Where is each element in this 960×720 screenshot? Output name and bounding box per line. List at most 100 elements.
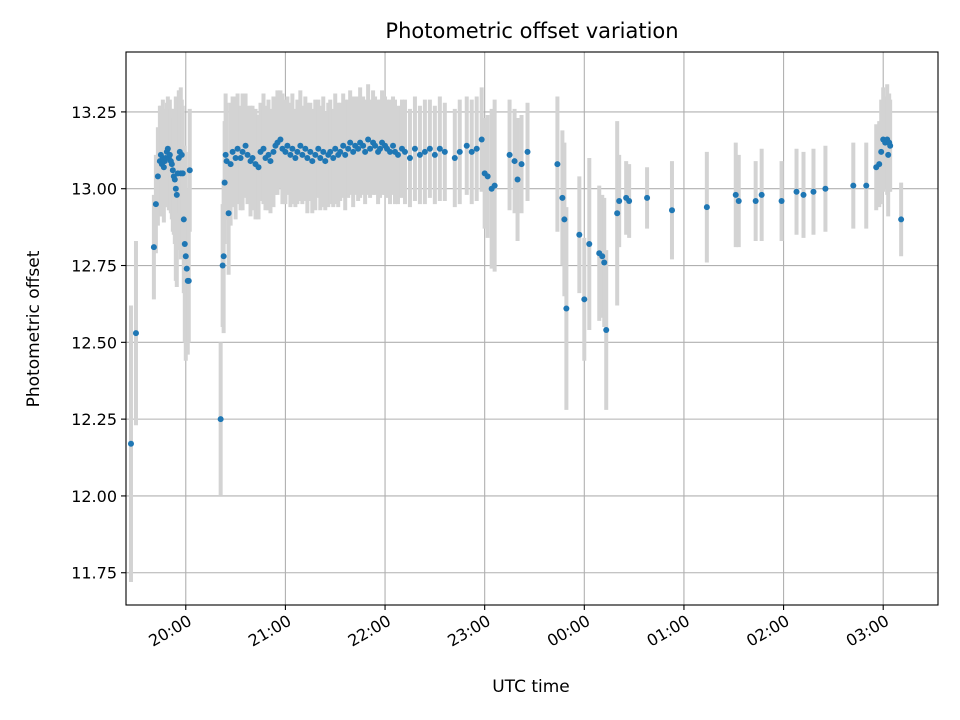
data-point bbox=[365, 136, 372, 143]
data-point bbox=[292, 154, 299, 161]
data-point bbox=[626, 198, 633, 205]
data-point bbox=[127, 440, 134, 447]
y-tick-label: 12.75 bbox=[71, 257, 117, 276]
data-point bbox=[234, 145, 241, 152]
data-point bbox=[451, 154, 458, 161]
data-point bbox=[822, 185, 829, 192]
data-point bbox=[219, 262, 226, 269]
data-point bbox=[302, 145, 309, 152]
data-point bbox=[183, 265, 190, 272]
data-point bbox=[312, 151, 319, 158]
data-point bbox=[332, 145, 339, 152]
data-point bbox=[173, 191, 180, 198]
data-point bbox=[463, 142, 470, 149]
data-point bbox=[166, 151, 173, 158]
data-point bbox=[793, 188, 800, 195]
data-point bbox=[559, 194, 566, 201]
data-point bbox=[317, 154, 324, 161]
data-points bbox=[127, 136, 905, 447]
data-point bbox=[360, 142, 367, 149]
data-point bbox=[222, 151, 229, 158]
y-tick-label: 13.00 bbox=[71, 180, 117, 199]
data-point bbox=[239, 148, 246, 155]
data-point bbox=[431, 151, 438, 158]
data-point bbox=[377, 145, 384, 152]
data-point bbox=[416, 151, 423, 158]
data-point bbox=[345, 145, 352, 152]
data-point bbox=[152, 201, 159, 208]
data-point bbox=[601, 259, 608, 266]
data-point bbox=[484, 173, 491, 180]
y-axis-label: Photometric offset bbox=[24, 250, 44, 407]
data-point bbox=[342, 151, 349, 158]
data-point bbox=[491, 182, 498, 189]
data-point bbox=[289, 145, 296, 152]
data-point bbox=[468, 148, 475, 155]
data-point bbox=[876, 161, 883, 168]
data-point bbox=[267, 158, 274, 165]
data-point bbox=[309, 158, 316, 165]
data-point bbox=[169, 167, 176, 174]
y-tick-label: 11.75 bbox=[71, 564, 117, 583]
data-point bbox=[511, 158, 518, 165]
data-point bbox=[304, 154, 311, 161]
data-point bbox=[154, 173, 161, 180]
data-point bbox=[232, 154, 239, 161]
data-point bbox=[703, 204, 710, 211]
data-point bbox=[599, 253, 606, 260]
data-point bbox=[217, 416, 224, 423]
data-point bbox=[237, 154, 244, 161]
data-point bbox=[181, 241, 188, 248]
data-point bbox=[320, 148, 327, 155]
data-point bbox=[524, 148, 531, 155]
data-point bbox=[401, 148, 408, 155]
data-point bbox=[132, 330, 139, 337]
data-point bbox=[315, 145, 322, 152]
data-point bbox=[387, 148, 394, 155]
y-axis-ticks: 11.75 12.00 12.25 12.50 12.75 13.00 13.25 bbox=[71, 103, 126, 583]
data-point bbox=[179, 170, 186, 177]
data-point bbox=[185, 277, 192, 284]
data-point bbox=[178, 151, 185, 158]
data-point bbox=[732, 191, 739, 198]
data-point bbox=[294, 148, 301, 155]
data-point bbox=[390, 142, 397, 149]
data-point bbox=[394, 151, 401, 158]
data-point bbox=[563, 305, 570, 312]
data-point bbox=[337, 148, 344, 155]
data-point bbox=[160, 164, 167, 171]
data-point bbox=[554, 161, 561, 168]
data-point bbox=[282, 148, 289, 155]
data-point bbox=[186, 167, 193, 174]
y-tick-label: 12.25 bbox=[71, 410, 117, 429]
data-point bbox=[270, 148, 277, 155]
data-point bbox=[735, 198, 742, 205]
data-point bbox=[350, 148, 357, 155]
data-point bbox=[616, 198, 623, 205]
data-point bbox=[355, 145, 362, 152]
data-point bbox=[260, 145, 267, 152]
data-point bbox=[372, 142, 379, 149]
y-tick-label: 12.50 bbox=[71, 333, 117, 352]
data-point bbox=[878, 148, 885, 155]
data-point bbox=[225, 210, 232, 217]
data-point bbox=[581, 296, 588, 303]
data-point bbox=[347, 139, 354, 146]
data-point bbox=[603, 327, 610, 334]
data-point bbox=[367, 145, 374, 152]
data-point bbox=[221, 179, 228, 186]
data-point bbox=[284, 142, 291, 149]
data-point bbox=[299, 151, 306, 158]
data-point bbox=[752, 198, 759, 205]
x-axis-label: UTC time bbox=[492, 677, 570, 697]
data-point bbox=[277, 136, 284, 143]
data-point bbox=[265, 151, 272, 158]
data-point bbox=[340, 142, 347, 149]
data-point bbox=[518, 161, 525, 168]
data-point bbox=[327, 148, 334, 155]
plot-frame bbox=[125, 51, 939, 606]
data-point bbox=[506, 151, 513, 158]
data-point bbox=[576, 231, 583, 238]
y-tick-label: 13.25 bbox=[71, 103, 117, 122]
